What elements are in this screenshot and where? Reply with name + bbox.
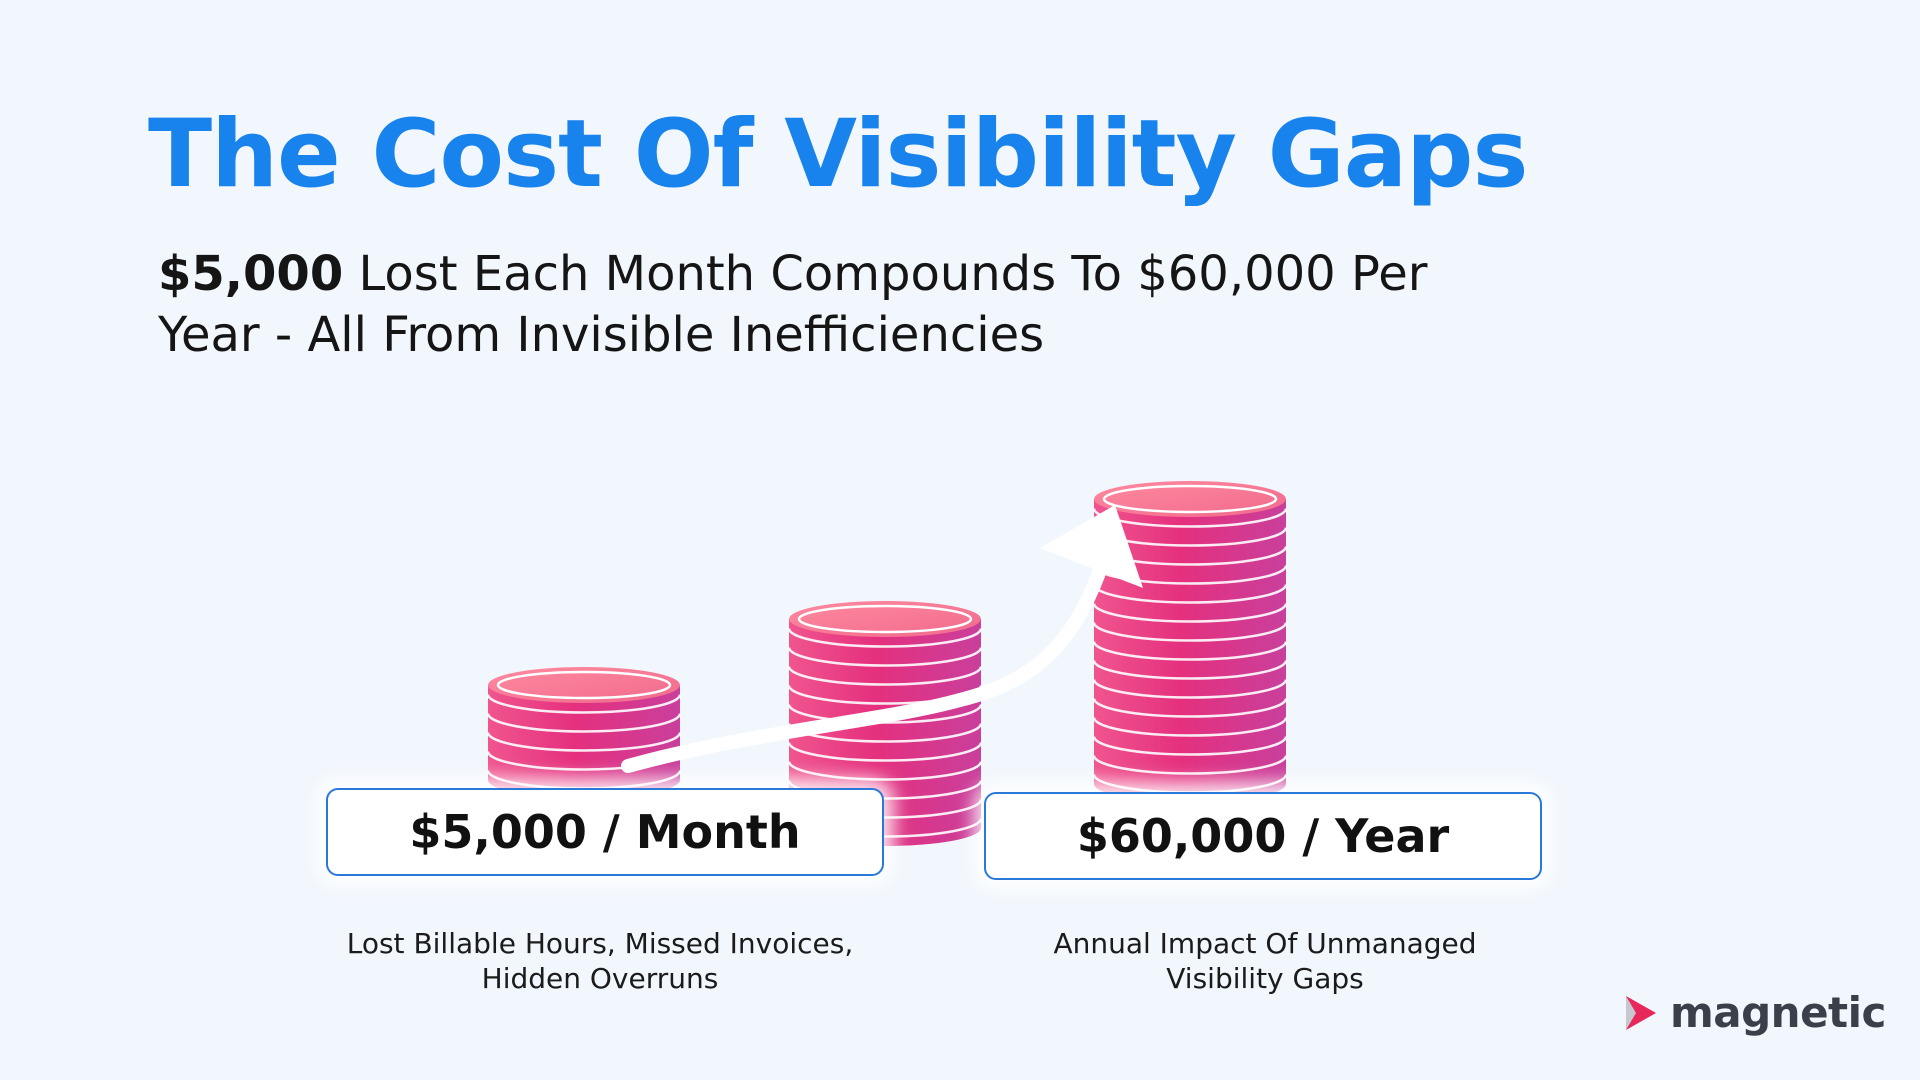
growth-arrow-icon bbox=[621, 505, 1143, 773]
monthly-caption: Lost Billable Hours, Missed Invoices, Hi… bbox=[346, 927, 854, 995]
subtitle: $5,000 Lost Each Month Compounds To $60,… bbox=[158, 244, 1498, 366]
yearly-amount: $60,000 / Year bbox=[1076, 809, 1450, 863]
coin-top bbox=[488, 667, 680, 703]
coin-top bbox=[1094, 481, 1286, 517]
yearly-caption: Annual Impact Of Unmanaged Visibility Ga… bbox=[1053, 927, 1477, 995]
magnetic-logo: magnetic bbox=[1622, 988, 1886, 1037]
coin-stack-1 bbox=[486, 667, 682, 798]
coin-stack-3 bbox=[1092, 481, 1288, 802]
logo-text: magnetic bbox=[1670, 988, 1886, 1037]
subtitle-text: Lost Each Month Compounds To $60,000 Per… bbox=[158, 246, 1428, 363]
play-arrow-icon bbox=[1626, 995, 1656, 1030]
monthly-amount-box: $5,000 / Month bbox=[326, 788, 884, 876]
subtitle-highlight: $5,000 bbox=[158, 246, 344, 302]
monthly-amount: $5,000 / Month bbox=[409, 805, 801, 859]
coin-top bbox=[789, 601, 981, 637]
yearly-amount-box: $60,000 / Year bbox=[984, 792, 1542, 880]
page-title: The Cost Of Visibility Gaps bbox=[148, 100, 1528, 209]
